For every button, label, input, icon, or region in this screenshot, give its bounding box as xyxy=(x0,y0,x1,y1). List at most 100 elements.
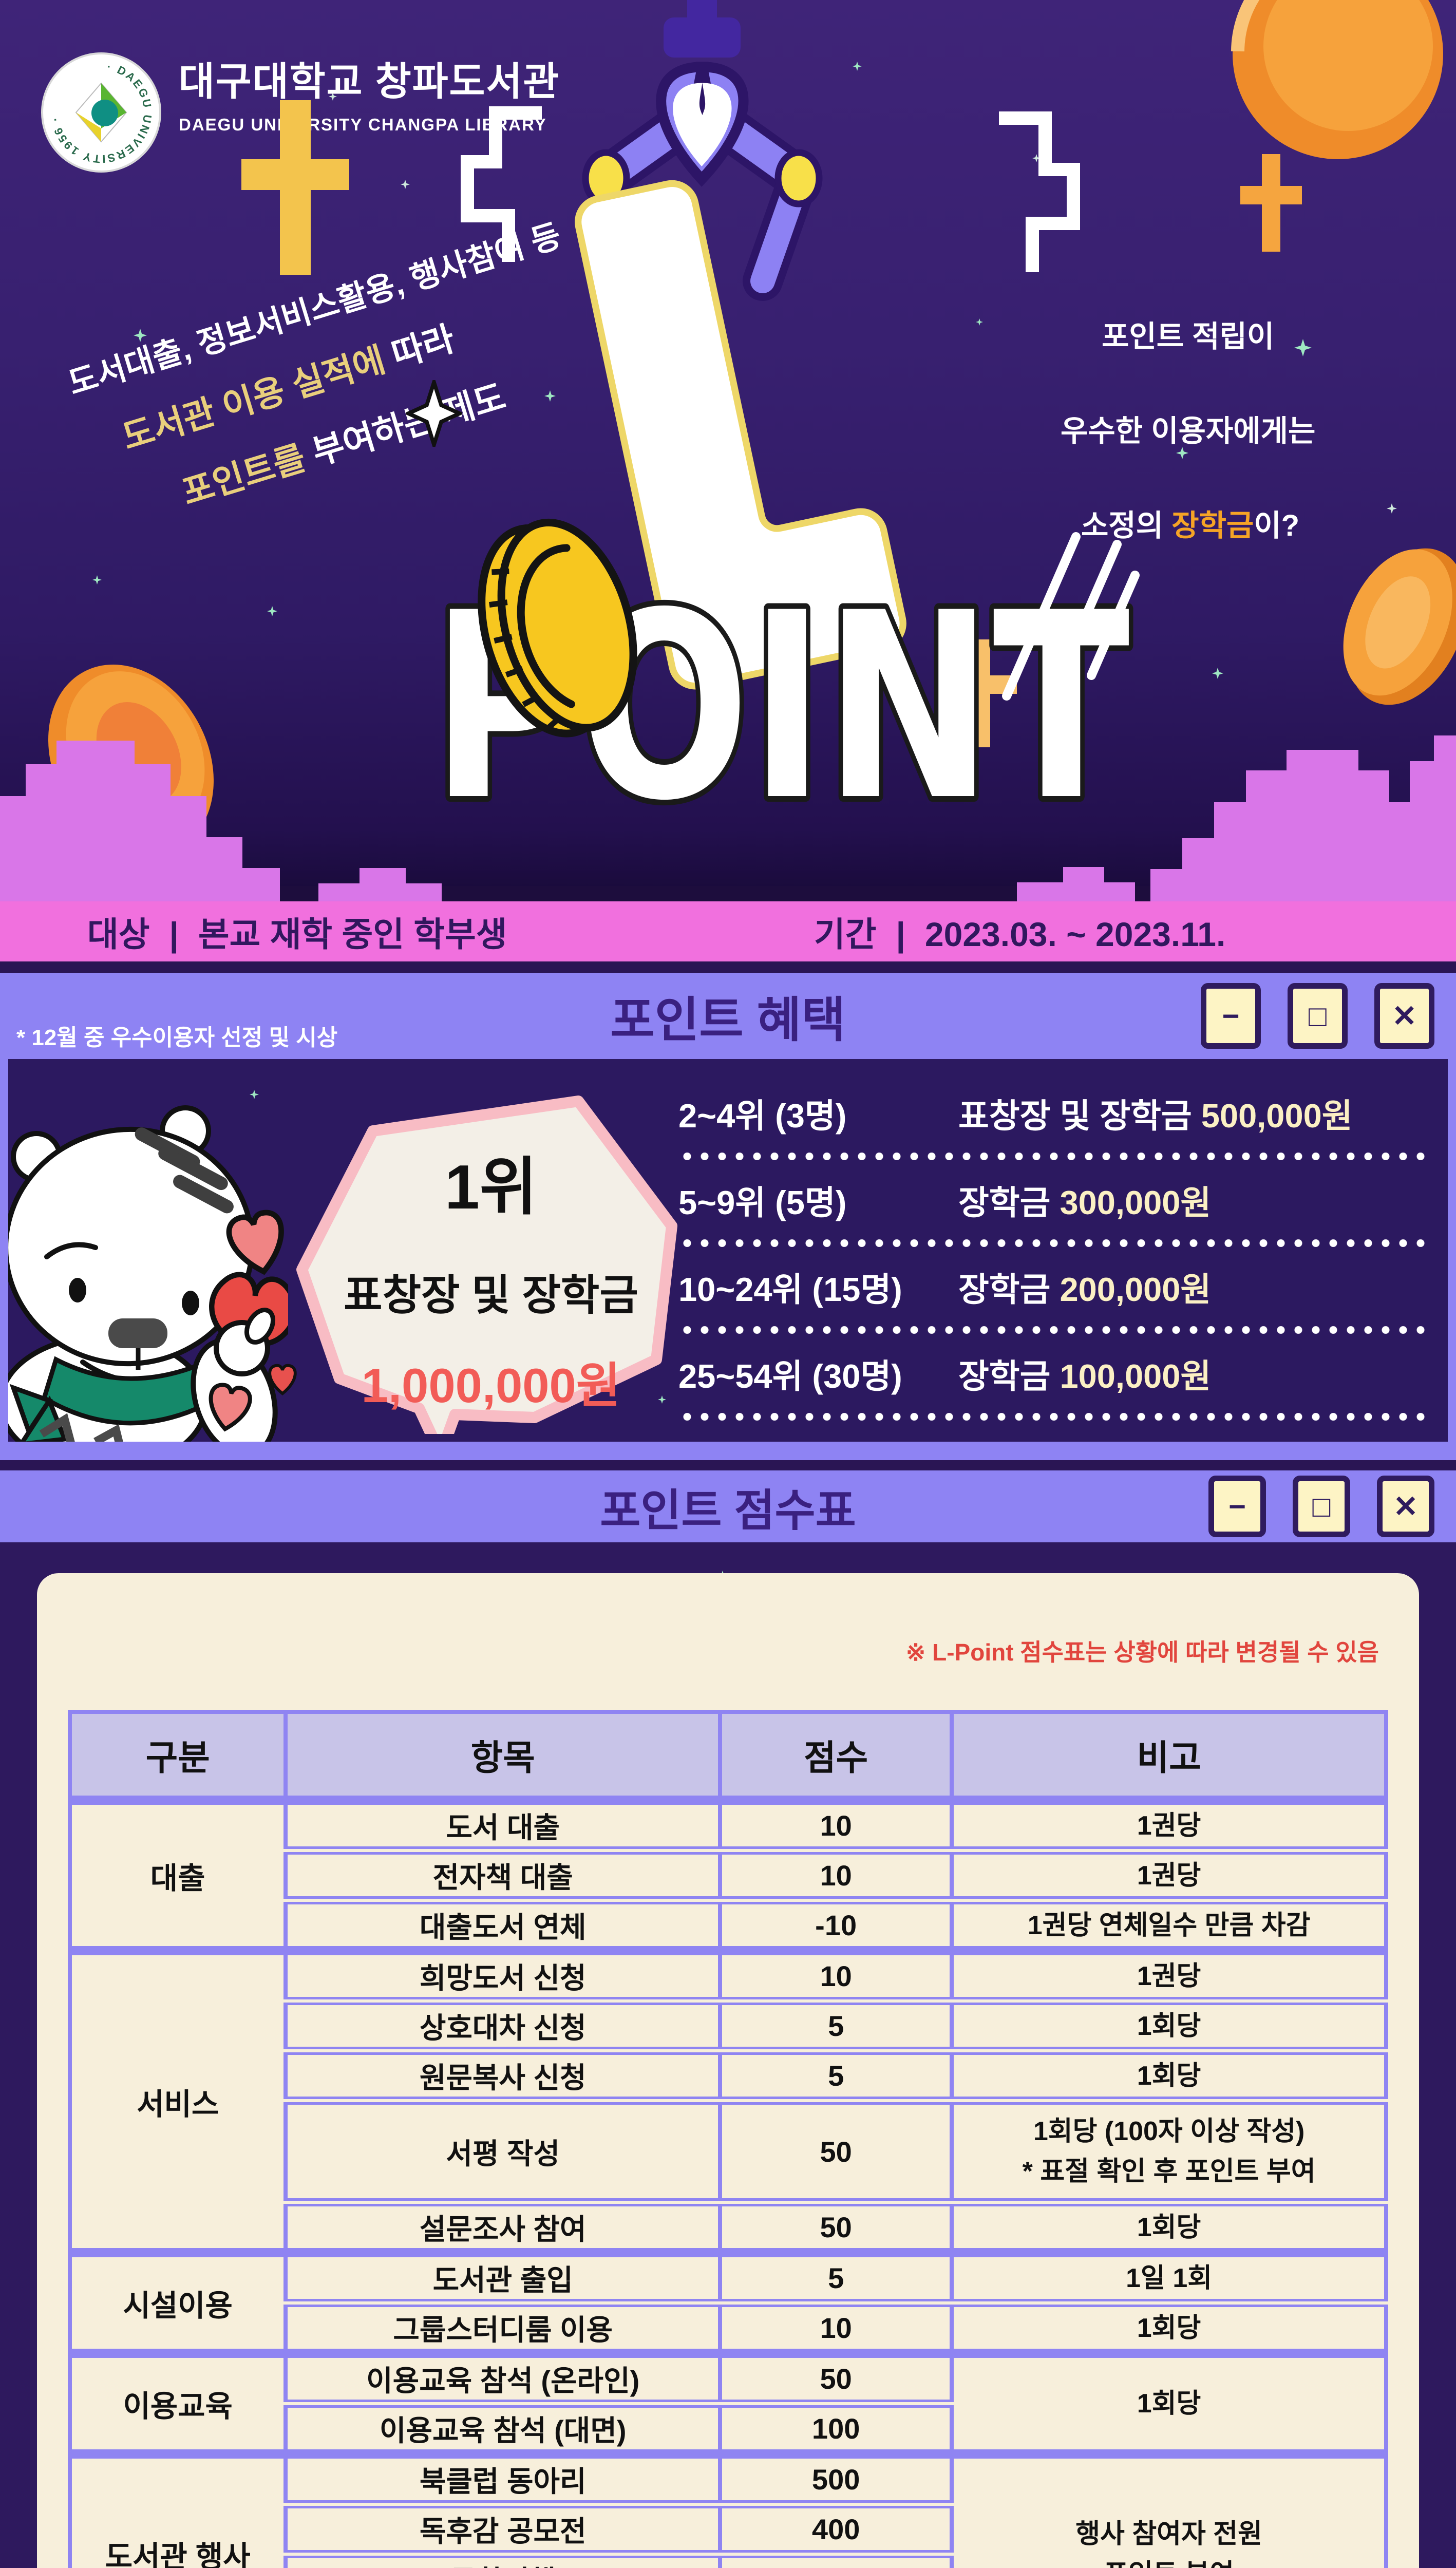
heart-icon xyxy=(268,1364,297,1395)
cell-points: 10 xyxy=(718,1946,954,2005)
target-value: 본교 재학 중인 학부생 xyxy=(198,915,507,953)
cell-category: 시설이용 xyxy=(67,2248,288,2357)
cell-points: 50 xyxy=(718,2198,954,2257)
period-label: 기간 xyxy=(814,915,877,953)
table-row: 원문복사 신청 5 1회당 xyxy=(70,2047,1388,2105)
cell-remark: 1권당 xyxy=(950,1796,1388,1855)
logo-title: 대구대학교 창파도서관 xyxy=(179,60,560,104)
cell-item: 북클럽 동아리 xyxy=(283,2449,723,2508)
coin-icon xyxy=(1343,548,1456,705)
cell-item: 독후감 공모전 xyxy=(283,2500,723,2558)
cell-remark: 1회당 xyxy=(950,2299,1388,2357)
table-row: 시설이용 도서관 출입 5 1일 1회 xyxy=(67,2248,1388,2357)
speed-lines-icon xyxy=(1002,532,1140,708)
zigzag-icon xyxy=(461,106,542,262)
score-note: ※ L-Point 점수표는 상황에 따라 변경될 수 있음 xyxy=(905,1639,1379,1666)
col-header-category: 구분 xyxy=(67,1710,288,1802)
first-prize-amount: 1,000,000원 xyxy=(361,1358,621,1412)
cell-points: 50 xyxy=(718,2097,954,2206)
ranking-prize: 장학금 100,000원 xyxy=(958,1357,1212,1395)
divider xyxy=(0,961,1456,973)
zigzag-icon xyxy=(999,111,1080,272)
dotted-divider xyxy=(678,1326,1433,1334)
library-logo: · DAEGU UNIVERSITY 1956 · 대구대학교 창파도서관 DA… xyxy=(40,51,560,174)
ranking-prize: 장학금 300,000원 xyxy=(958,1184,1212,1221)
star-icon xyxy=(267,606,277,616)
dotted-divider xyxy=(678,1239,1433,1247)
cell-item: 전자책 대출 xyxy=(283,1846,723,1904)
minimize-button[interactable]: − xyxy=(1208,1476,1266,1537)
first-prize-rank: 1위 xyxy=(444,1152,538,1222)
col-header-points: 점수 xyxy=(718,1710,954,1802)
cell-category: 이용교육 xyxy=(67,2349,288,2458)
star-icon xyxy=(1212,668,1223,679)
first-prize-name: 표창장 및 장학금 xyxy=(344,1272,638,1319)
cell-item: 문학기행 xyxy=(283,2550,723,2568)
tagline-right: 포인트 적립이 우수한 이용자에게는 소정의 장학금이? xyxy=(1061,312,1451,544)
cell-remark: 1일 1회 xyxy=(950,2248,1388,2307)
coin-icon xyxy=(478,518,637,738)
cell-points: 100 xyxy=(718,2400,954,2458)
ranking-row: 25~54위 (30명) 장학금 100,000원 xyxy=(678,1343,1433,1430)
maximize-button[interactable]: □ xyxy=(1293,1476,1350,1537)
cell-points: 400 xyxy=(718,2500,954,2558)
target-label: 대상 xyxy=(87,915,150,953)
tagline-right-line1: 포인트 적립이 xyxy=(1102,320,1275,353)
coin-icon xyxy=(1231,0,1443,159)
benefits-window: 1위 표창장 및 장학금 1,000,000원 2~4위 (3명) 표창장 및 … xyxy=(0,1059,1456,1442)
sparkle-icon xyxy=(406,380,462,447)
cell-item: 도서 대출 xyxy=(283,1796,723,1855)
dotted-divider xyxy=(678,1413,1433,1421)
cell-points: 5 xyxy=(718,2047,954,2105)
cell-item: 대출도서 연체 xyxy=(283,1896,723,1955)
period-value: 2023.03. ~ 2023.11. xyxy=(924,915,1226,953)
cell-points: -10 xyxy=(718,1896,954,1955)
score-titlebar: 포인트 점수표 − □ ✕ xyxy=(0,1470,1456,1542)
maximize-button[interactable]: □ xyxy=(1288,983,1348,1049)
target-info: 대상 | 본교 재학 중인 학부생 xyxy=(87,915,507,953)
table-row: 도서관 행사 북클럽 동아리 500 행사 참여자 전원 포인트 부여 xyxy=(67,2449,1388,2568)
cell-item: 이용교육 참석 (대면) xyxy=(283,2400,723,2458)
table-header-row: 구분 항목 점수 비고 xyxy=(67,1710,1388,1802)
info-bar: 대상 | 본교 재학 중인 학부생 기간 | 2023.03. ~ 2023.11. xyxy=(0,901,1456,961)
ranking-rank: 25~54위 (30명) xyxy=(678,1357,902,1395)
cell-remark: 1회당 (100자 이상 작성) * 표절 확인 후 포인트 부여 xyxy=(950,2097,1388,2206)
tagline-right-line2: 우수한 이용자에게는 xyxy=(1061,414,1316,448)
star-icon xyxy=(92,575,102,584)
prize-bubble xyxy=(296,1096,677,1434)
plus-icon xyxy=(1240,154,1302,252)
cell-points: 500 xyxy=(718,2449,954,2508)
logo-subtitle: DAEGU UNIVERSITY CHANGPA LIBRARY xyxy=(179,115,547,134)
cell-remark: 1권당 xyxy=(950,1846,1388,1904)
close-button[interactable]: ✕ xyxy=(1377,1476,1434,1537)
table-row: 독후감 공모전 400 xyxy=(70,2500,1386,2558)
cell-remark: 1회당 xyxy=(950,2047,1388,2105)
score-table: 구분 항목 점수 비고 대출 도서 대출 10 1권당 전자책 xyxy=(67,1710,1388,2568)
star-icon xyxy=(401,180,410,189)
minimize-button[interactable]: − xyxy=(1201,983,1261,1049)
plus-icon xyxy=(945,639,1017,747)
table-row: 이용교육 참석 (대면) 100 xyxy=(70,2400,1386,2458)
table-row: 그룹스터디룸 이용 10 1회당 xyxy=(70,2299,1388,2357)
ranking-prize: 장학금 200,000원 xyxy=(958,1271,1212,1308)
score-title: 포인트 점수표 xyxy=(600,1486,856,1536)
cell-points: 5 xyxy=(718,1997,954,2055)
close-button[interactable]: ✕ xyxy=(1374,983,1434,1049)
cell-remark: 1회당 xyxy=(950,2198,1388,2257)
cell-item: 이용교육 참석 (온라인) xyxy=(283,2349,723,2408)
cell-remark: 1회당 xyxy=(950,1997,1388,2055)
window-controls: − □ ✕ xyxy=(1208,1476,1434,1537)
letter-l-icon xyxy=(575,180,906,690)
plus-icon xyxy=(241,100,349,275)
cell-item: 그룹스터디룸 이용 xyxy=(283,2299,723,2357)
heart-icon xyxy=(226,1210,284,1275)
cell-item: 설문조사 참여 xyxy=(283,2198,723,2257)
ranking-rank: 2~4위 (3명) xyxy=(678,1097,847,1135)
heart-icon xyxy=(209,1383,252,1432)
cell-item: 희망도서 신청 xyxy=(283,1946,723,2005)
divider xyxy=(0,1460,1456,1470)
ranking-row: 5~9위 (5명) 장학금 300,000원 xyxy=(678,1169,1433,1256)
cell-item: 도서관 출입 xyxy=(283,2248,723,2307)
dotted-divider xyxy=(678,1153,1433,1160)
window-controls: − □ ✕ xyxy=(1201,983,1434,1049)
